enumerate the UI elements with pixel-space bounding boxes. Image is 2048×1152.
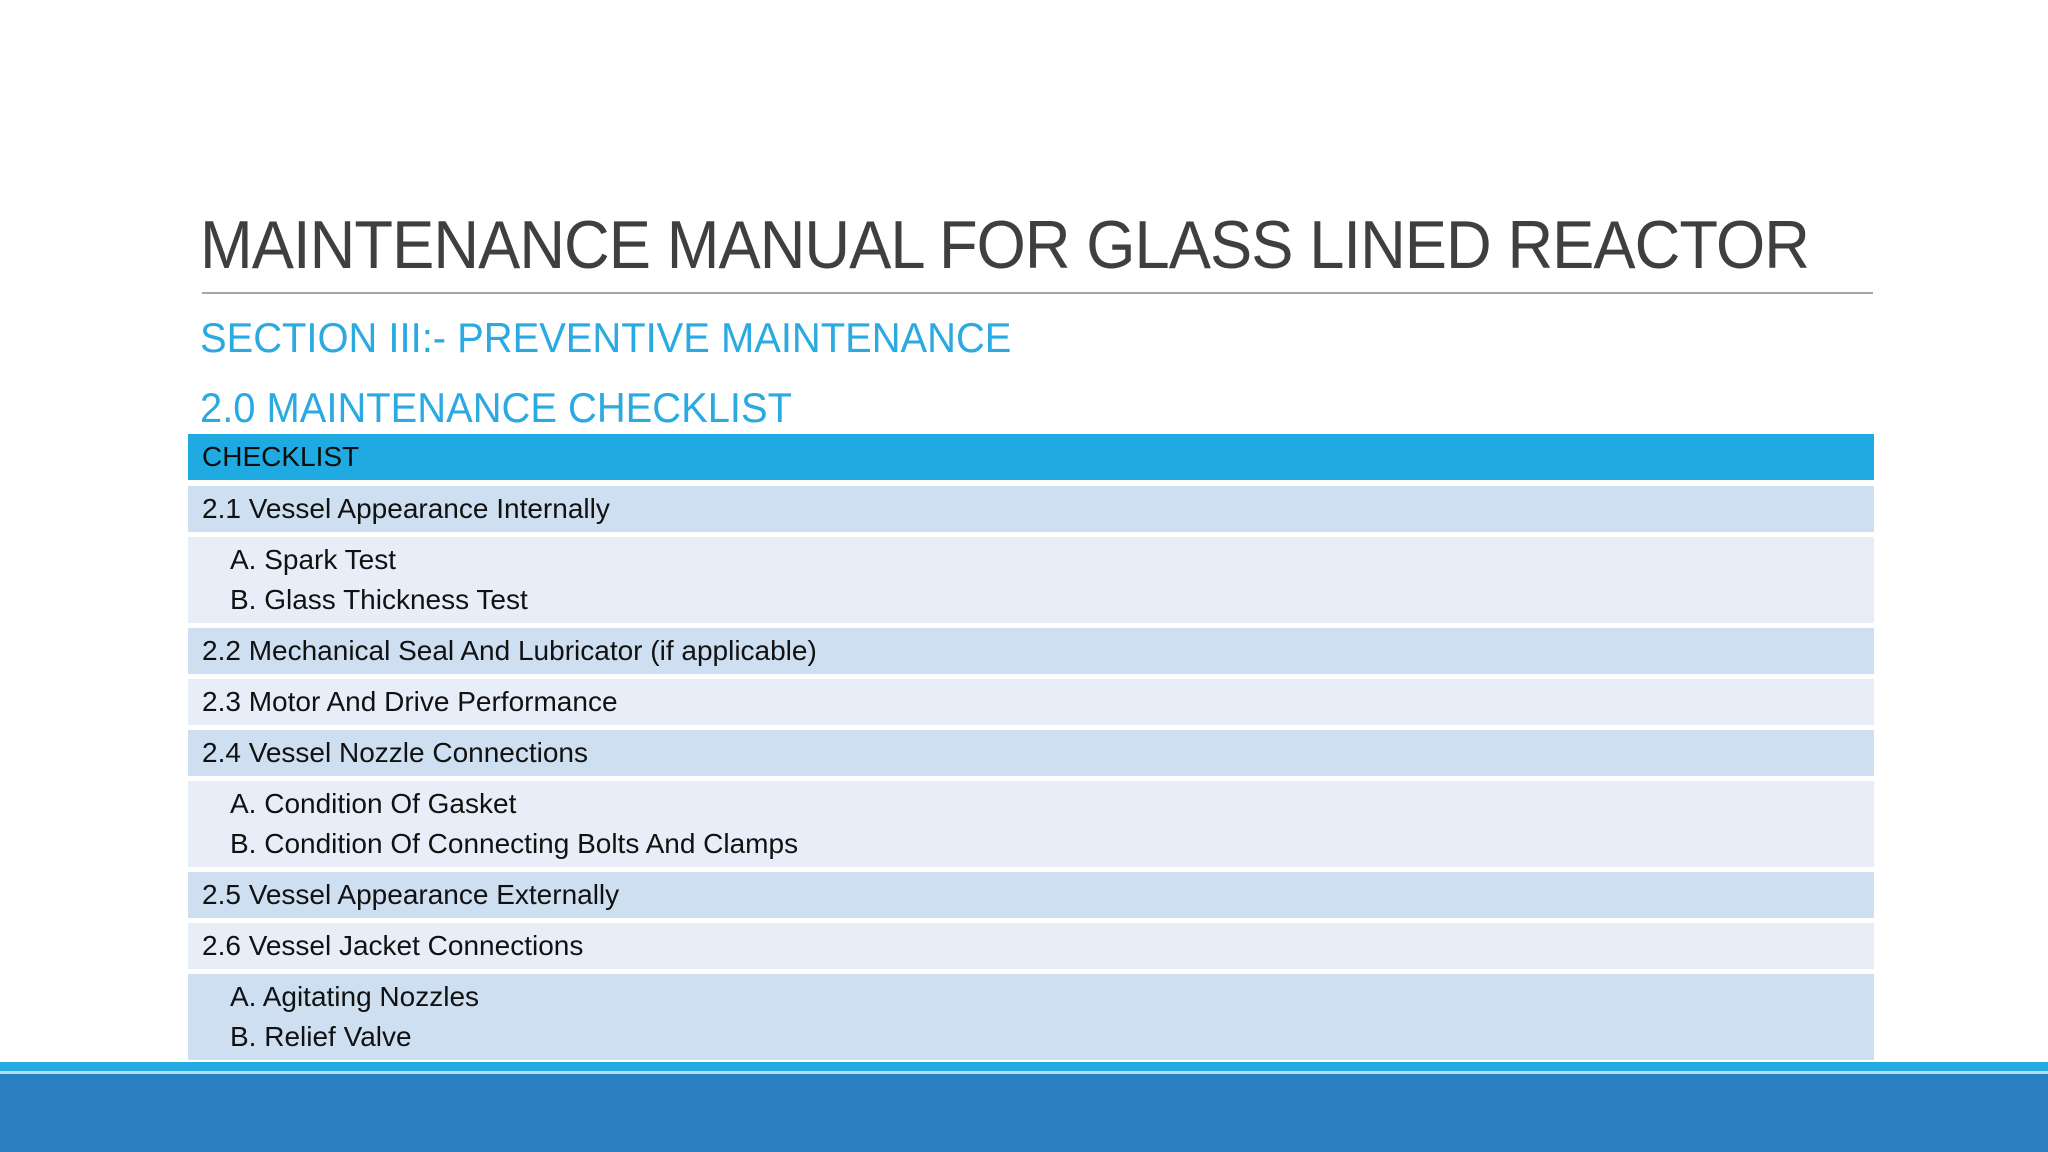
section-heading: SECTION III:- PREVENTIVE MAINTENANCE: [200, 314, 1012, 361]
checklist-item-text: 2.4 Vessel Nozzle Connections: [202, 737, 588, 768]
footer-bar: [0, 1074, 2048, 1152]
checklist-item-text: 2.1 Vessel Appearance Internally: [202, 493, 610, 524]
checklist-item-row: 2.4 Vessel Nozzle Connections: [188, 730, 1874, 776]
checklist-table-body: 2.1 Vessel Appearance Internally A. Spark…: [188, 486, 1874, 1060]
checklist-item-text: 2.5 Vessel Appearance Externally: [202, 879, 620, 910]
checklist-item-text: A. Spark Test: [230, 544, 397, 575]
footer-accent-stripe: [0, 1062, 2048, 1074]
checklist-subitem-row: A. Agitating Nozzles B. Relief Valve: [188, 974, 1874, 1060]
checklist-table: CHECKLIST 2.1 Vessel Appearance Internal…: [188, 434, 1874, 1065]
checklist-item-row: 2.6 Vessel Jacket Connections: [188, 923, 1874, 969]
checklist-item-text: B. Glass Thickness Test: [230, 584, 528, 615]
subsection-heading: 2.0 MAINTENANCE CHECKLIST: [200, 384, 792, 431]
checklist-item-row: 2.2 Mechanical Seal And Lubricator (if a…: [188, 628, 1874, 674]
checklist-item-text: 2.3 Motor And Drive Performance: [202, 686, 618, 717]
checklist-item-row: 2.3 Motor And Drive Performance: [188, 679, 1874, 725]
checklist-table-header: CHECKLIST: [188, 434, 1874, 480]
page-title: MAINTENANCE MANUAL FOR GLASS LINED REACT…: [200, 207, 1810, 283]
title-divider: [202, 292, 1873, 294]
checklist-item-text: A. Condition Of Gasket: [230, 788, 517, 819]
checklist-item-text: 2.2 Mechanical Seal And Lubricator (if a…: [202, 635, 817, 666]
checklist-item-text: B. Relief Valve: [230, 1021, 412, 1052]
checklist-item-row: 2.1 Vessel Appearance Internally: [188, 486, 1874, 532]
checklist-item-row: 2.5 Vessel Appearance Externally: [188, 872, 1874, 918]
checklist-item-text: A. Agitating Nozzles: [230, 981, 480, 1012]
checklist-subitem-row: A. Spark Test B. Glass Thickness Test: [188, 537, 1874, 623]
checklist-item-text: 2.6 Vessel Jacket Connections: [202, 930, 584, 961]
checklist-subitem-row: A. Condition Of Gasket B. Condition Of Co…: [188, 781, 1874, 867]
checklist-item-text: B. Condition Of Connecting Bolts And Cla…: [230, 828, 799, 859]
